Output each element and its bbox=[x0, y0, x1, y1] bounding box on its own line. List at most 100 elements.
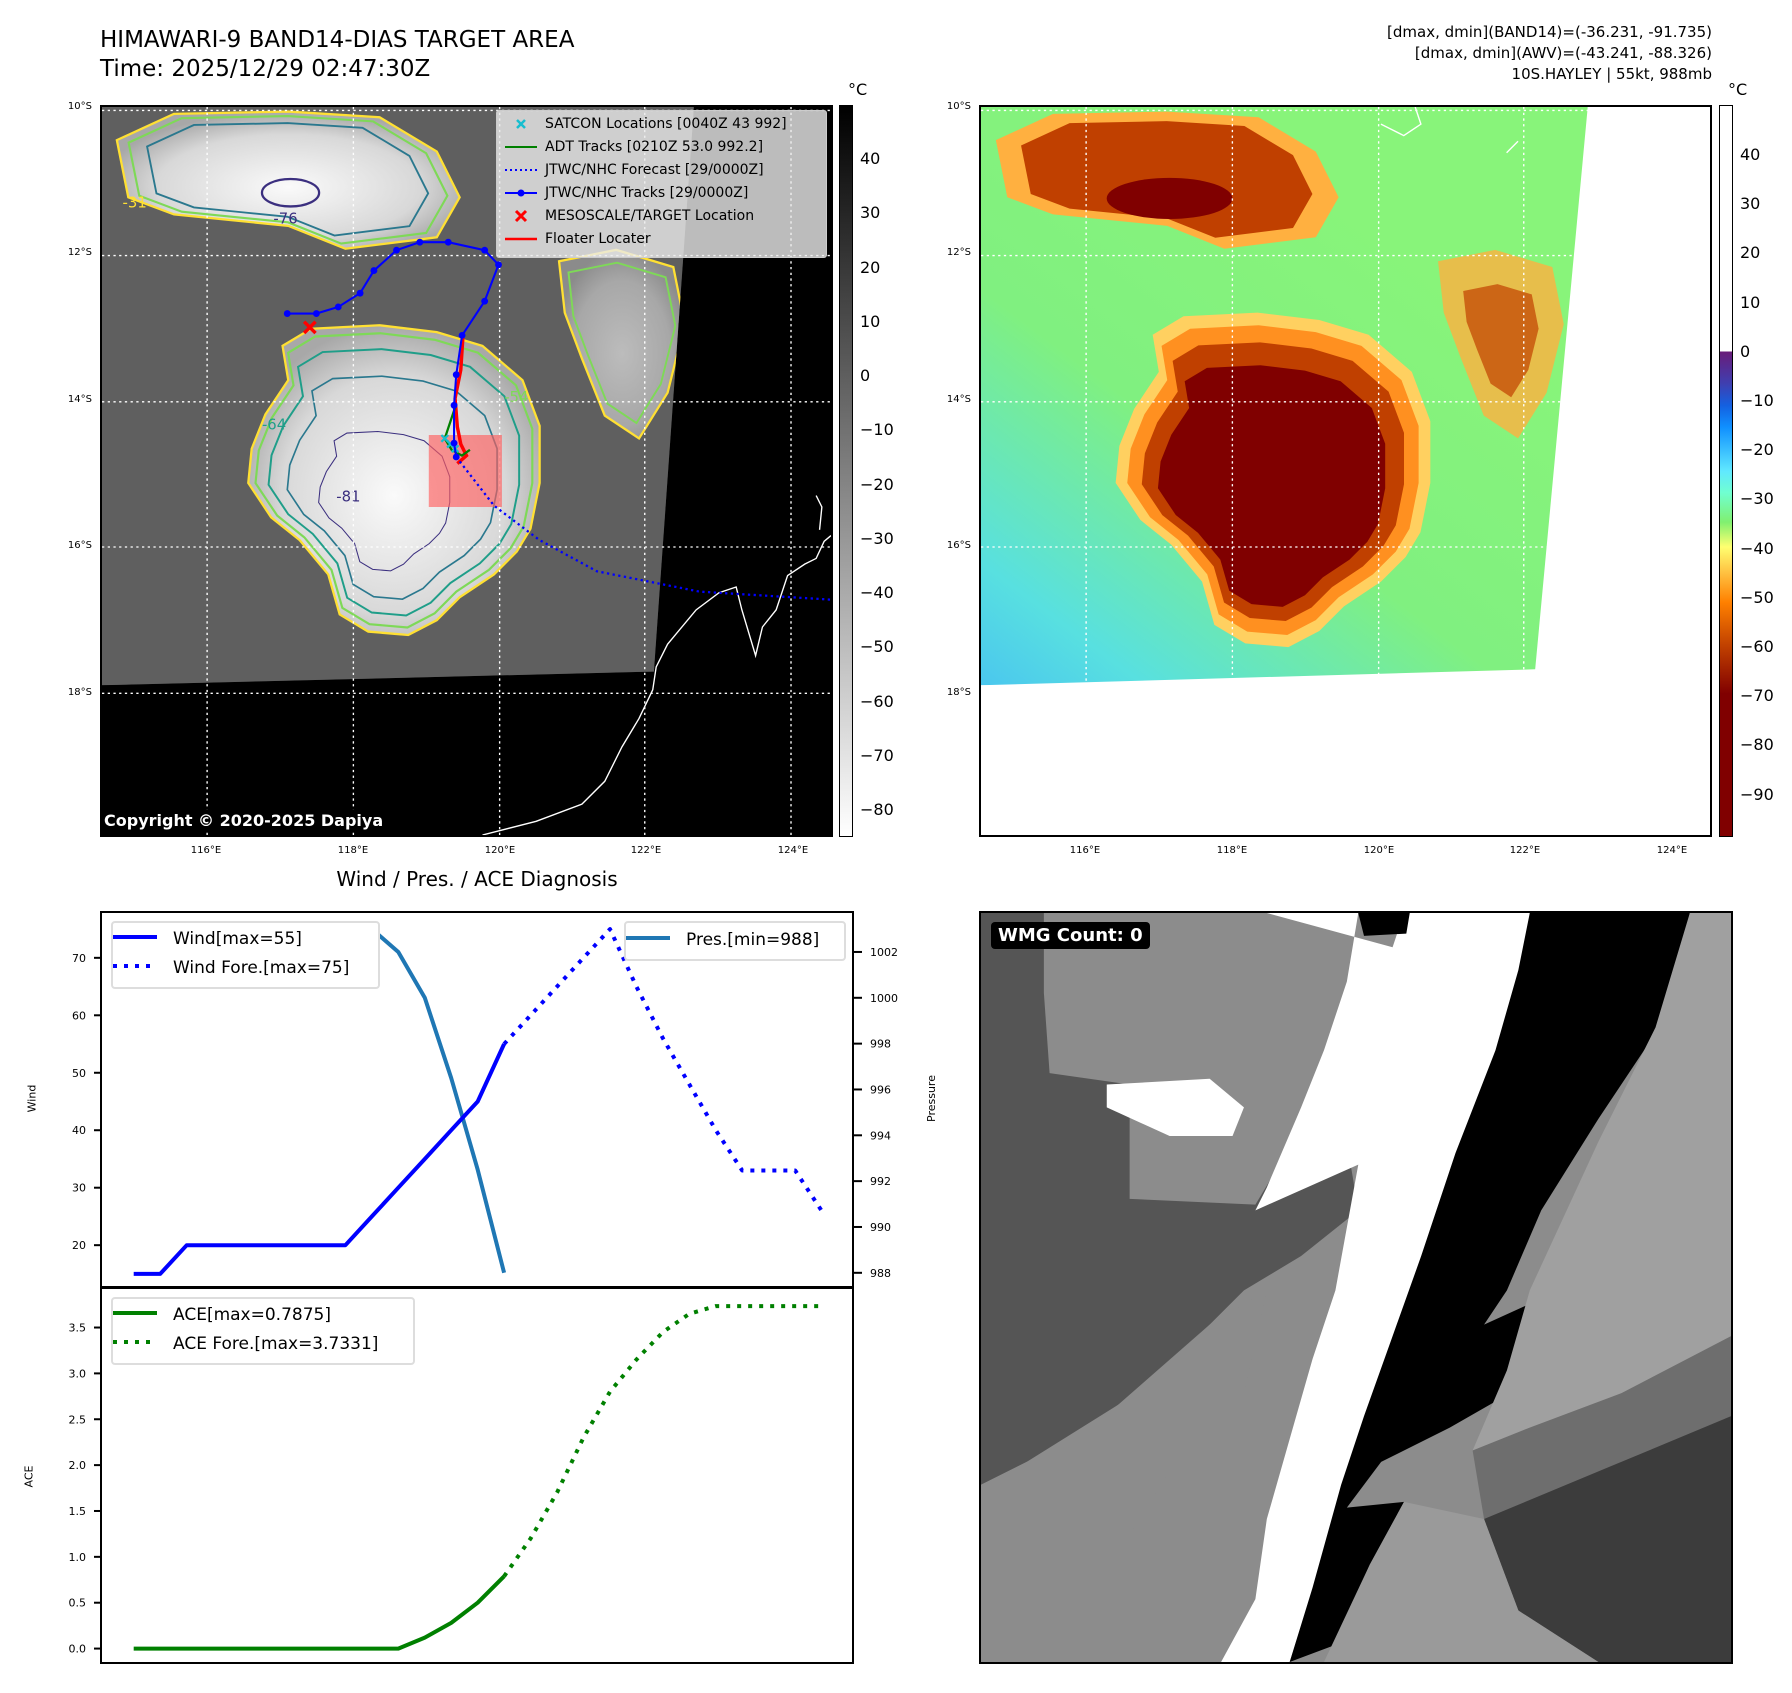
colorbar-ir-tick: −50 bbox=[860, 637, 894, 657]
stats-awv: [dmax, dmin](AWV)=(-43.241, -88.326) bbox=[1414, 44, 1712, 62]
track-point bbox=[444, 238, 452, 246]
colorbar-awv-tick: 40 bbox=[1740, 145, 1761, 164]
title-text: HIMAWARI-9 BAND14-DIAS TARGET AREA bbox=[100, 27, 575, 53]
colorbar-awv-tick: 10 bbox=[1740, 292, 1761, 312]
target-x-mark bbox=[302, 320, 317, 335]
colorbar-awv bbox=[1719, 105, 1733, 837]
solid-line-icon bbox=[505, 146, 537, 148]
y-tick-label: 3.5 bbox=[69, 1322, 87, 1335]
y-tick-label: 0.5 bbox=[69, 1597, 87, 1610]
track-point bbox=[393, 246, 400, 254]
lon-label: 120°E bbox=[484, 845, 516, 856]
stats-block: [dmax, dmin](BAND14)=(-36.231, -91.735) … bbox=[1387, 22, 1712, 85]
series-line-ace-fore bbox=[502, 1304, 822, 1578]
colorbar-ir-tick: −30 bbox=[860, 528, 894, 548]
floater-locater-track bbox=[453, 334, 469, 465]
pressure-legend: Pres.[min=988] bbox=[624, 921, 846, 961]
track-point bbox=[450, 439, 458, 447]
wmg-image bbox=[981, 913, 1731, 1662]
contour-label-31: -31 bbox=[123, 194, 147, 212]
jtwc-track-line bbox=[287, 241, 500, 458]
track-point bbox=[416, 238, 424, 246]
awv-map bbox=[979, 105, 1712, 837]
lon-label: 124°E bbox=[777, 845, 809, 856]
colorbar-awv-tick: 0 bbox=[1740, 341, 1751, 361]
track-point bbox=[450, 401, 458, 409]
y-tick-label: 60 bbox=[72, 1009, 86, 1022]
colorbar-ir-tick: 20 bbox=[860, 257, 881, 277]
colorbar-awv-tick: −20 bbox=[1740, 440, 1774, 460]
y-tick-label: 30 bbox=[72, 1182, 86, 1195]
track-point bbox=[481, 297, 489, 305]
y2-tick-label: 998 bbox=[870, 1038, 891, 1051]
series-line-ace bbox=[133, 1574, 506, 1651]
lat-label: 10°S bbox=[946, 101, 971, 112]
y-tick-label: 1.5 bbox=[69, 1505, 87, 1518]
target-location-marker bbox=[302, 320, 317, 335]
colorbar-ir-tick: 30 bbox=[860, 203, 881, 223]
lon-label: 122°E bbox=[630, 845, 662, 856]
solid-line-icon bbox=[505, 237, 537, 241]
track-point bbox=[452, 453, 460, 461]
wmg-panel bbox=[979, 911, 1733, 1664]
coastline bbox=[482, 495, 831, 835]
y2-tick-label: 1000 bbox=[870, 992, 898, 1005]
lon-label: 118°E bbox=[1216, 845, 1248, 856]
colorbar-awv-tick: −10 bbox=[1740, 391, 1774, 410]
lat-label: 16°S bbox=[67, 540, 92, 551]
colorbar-awv-tick: −30 bbox=[1740, 489, 1774, 509]
contour-label-54: -54 bbox=[504, 388, 528, 406]
ace-plot: 0.0 0.5 1.0 1.5 2.0 2.5 3.0 3.5 bbox=[69, 1304, 822, 1656]
dotted-line-icon bbox=[113, 1340, 157, 1344]
storm-info: 10S.HAYLEY | 55kt, 988mb bbox=[1511, 65, 1712, 83]
colorbar-awv-tick: −40 bbox=[1740, 538, 1774, 558]
y-tick-label: 20 bbox=[72, 1239, 86, 1252]
lon-label: 122°E bbox=[1509, 845, 1541, 856]
y-tick-label: 70 bbox=[72, 952, 86, 965]
dotted-line-icon bbox=[113, 964, 157, 968]
floater-box bbox=[428, 435, 502, 507]
lat-label: 16°S bbox=[946, 540, 971, 551]
y-tick-label: 3.0 bbox=[69, 1367, 87, 1380]
colorbar-ir-tick: −40 bbox=[860, 583, 894, 602]
lat-label: 14°S bbox=[67, 394, 92, 405]
lat-label: 12°S bbox=[67, 247, 92, 258]
colorbar-awv-tick: 20 bbox=[1740, 243, 1761, 263]
lon-label: 116°E bbox=[190, 845, 222, 856]
y2-tick-label: 990 bbox=[870, 1221, 891, 1234]
solid-line-icon bbox=[113, 1311, 157, 1315]
lat-label: 18°S bbox=[946, 687, 971, 698]
jtwc-forecast-line bbox=[455, 456, 831, 601]
track-point bbox=[356, 289, 364, 297]
track-point bbox=[312, 310, 320, 317]
line-marker-icon bbox=[505, 189, 537, 197]
copyright-text: Copyright © 2020-2025 Dapiya bbox=[100, 810, 388, 831]
solid-line-icon bbox=[113, 935, 157, 939]
chart-title: Wind / Pres. / ACE Diagnosis bbox=[336, 867, 618, 891]
coastline-2 bbox=[1380, 107, 1519, 154]
time-text: Time: 2025/12/29 02:47:30Z bbox=[100, 56, 431, 82]
colorbar-ir-tick: −80 bbox=[860, 800, 894, 819]
colorbar-ir bbox=[839, 105, 853, 837]
stats-band14: [dmax, dmin](BAND14)=(-36.231, -91.735) bbox=[1387, 23, 1712, 41]
pressure-axis-label: Pressure bbox=[924, 1075, 938, 1122]
colorbar-awv-tick: 30 bbox=[1740, 194, 1761, 214]
series-line-wind-fore bbox=[502, 927, 824, 1212]
colorbar-awv-tick: −50 bbox=[1740, 587, 1774, 607]
colorbar-ir-unit: °C bbox=[848, 80, 868, 99]
ace-axis-label: ACE bbox=[22, 1465, 36, 1488]
wind-axis-label: Wind bbox=[25, 1084, 39, 1113]
satcon-x-icon bbox=[516, 119, 526, 129]
contour-label-64: -64 bbox=[262, 415, 286, 433]
contour-label-76: -76 bbox=[273, 210, 297, 228]
awv-map-canvas bbox=[981, 107, 1588, 686]
solid-line-icon bbox=[626, 936, 670, 940]
contour-label-81: -81 bbox=[336, 487, 360, 505]
colorbar-awv-tick: −70 bbox=[1740, 686, 1774, 706]
series-line-wind bbox=[133, 1043, 506, 1276]
y-tick-label: 50 bbox=[72, 1067, 86, 1080]
y2-tick-label: 996 bbox=[870, 1083, 891, 1096]
y-tick-label: 1.0 bbox=[69, 1551, 87, 1564]
colorbar-awv-tick: −60 bbox=[1740, 637, 1774, 656]
figure-title: HIMAWARI-9 BAND14-DIAS TARGET AREA Time:… bbox=[100, 26, 574, 84]
